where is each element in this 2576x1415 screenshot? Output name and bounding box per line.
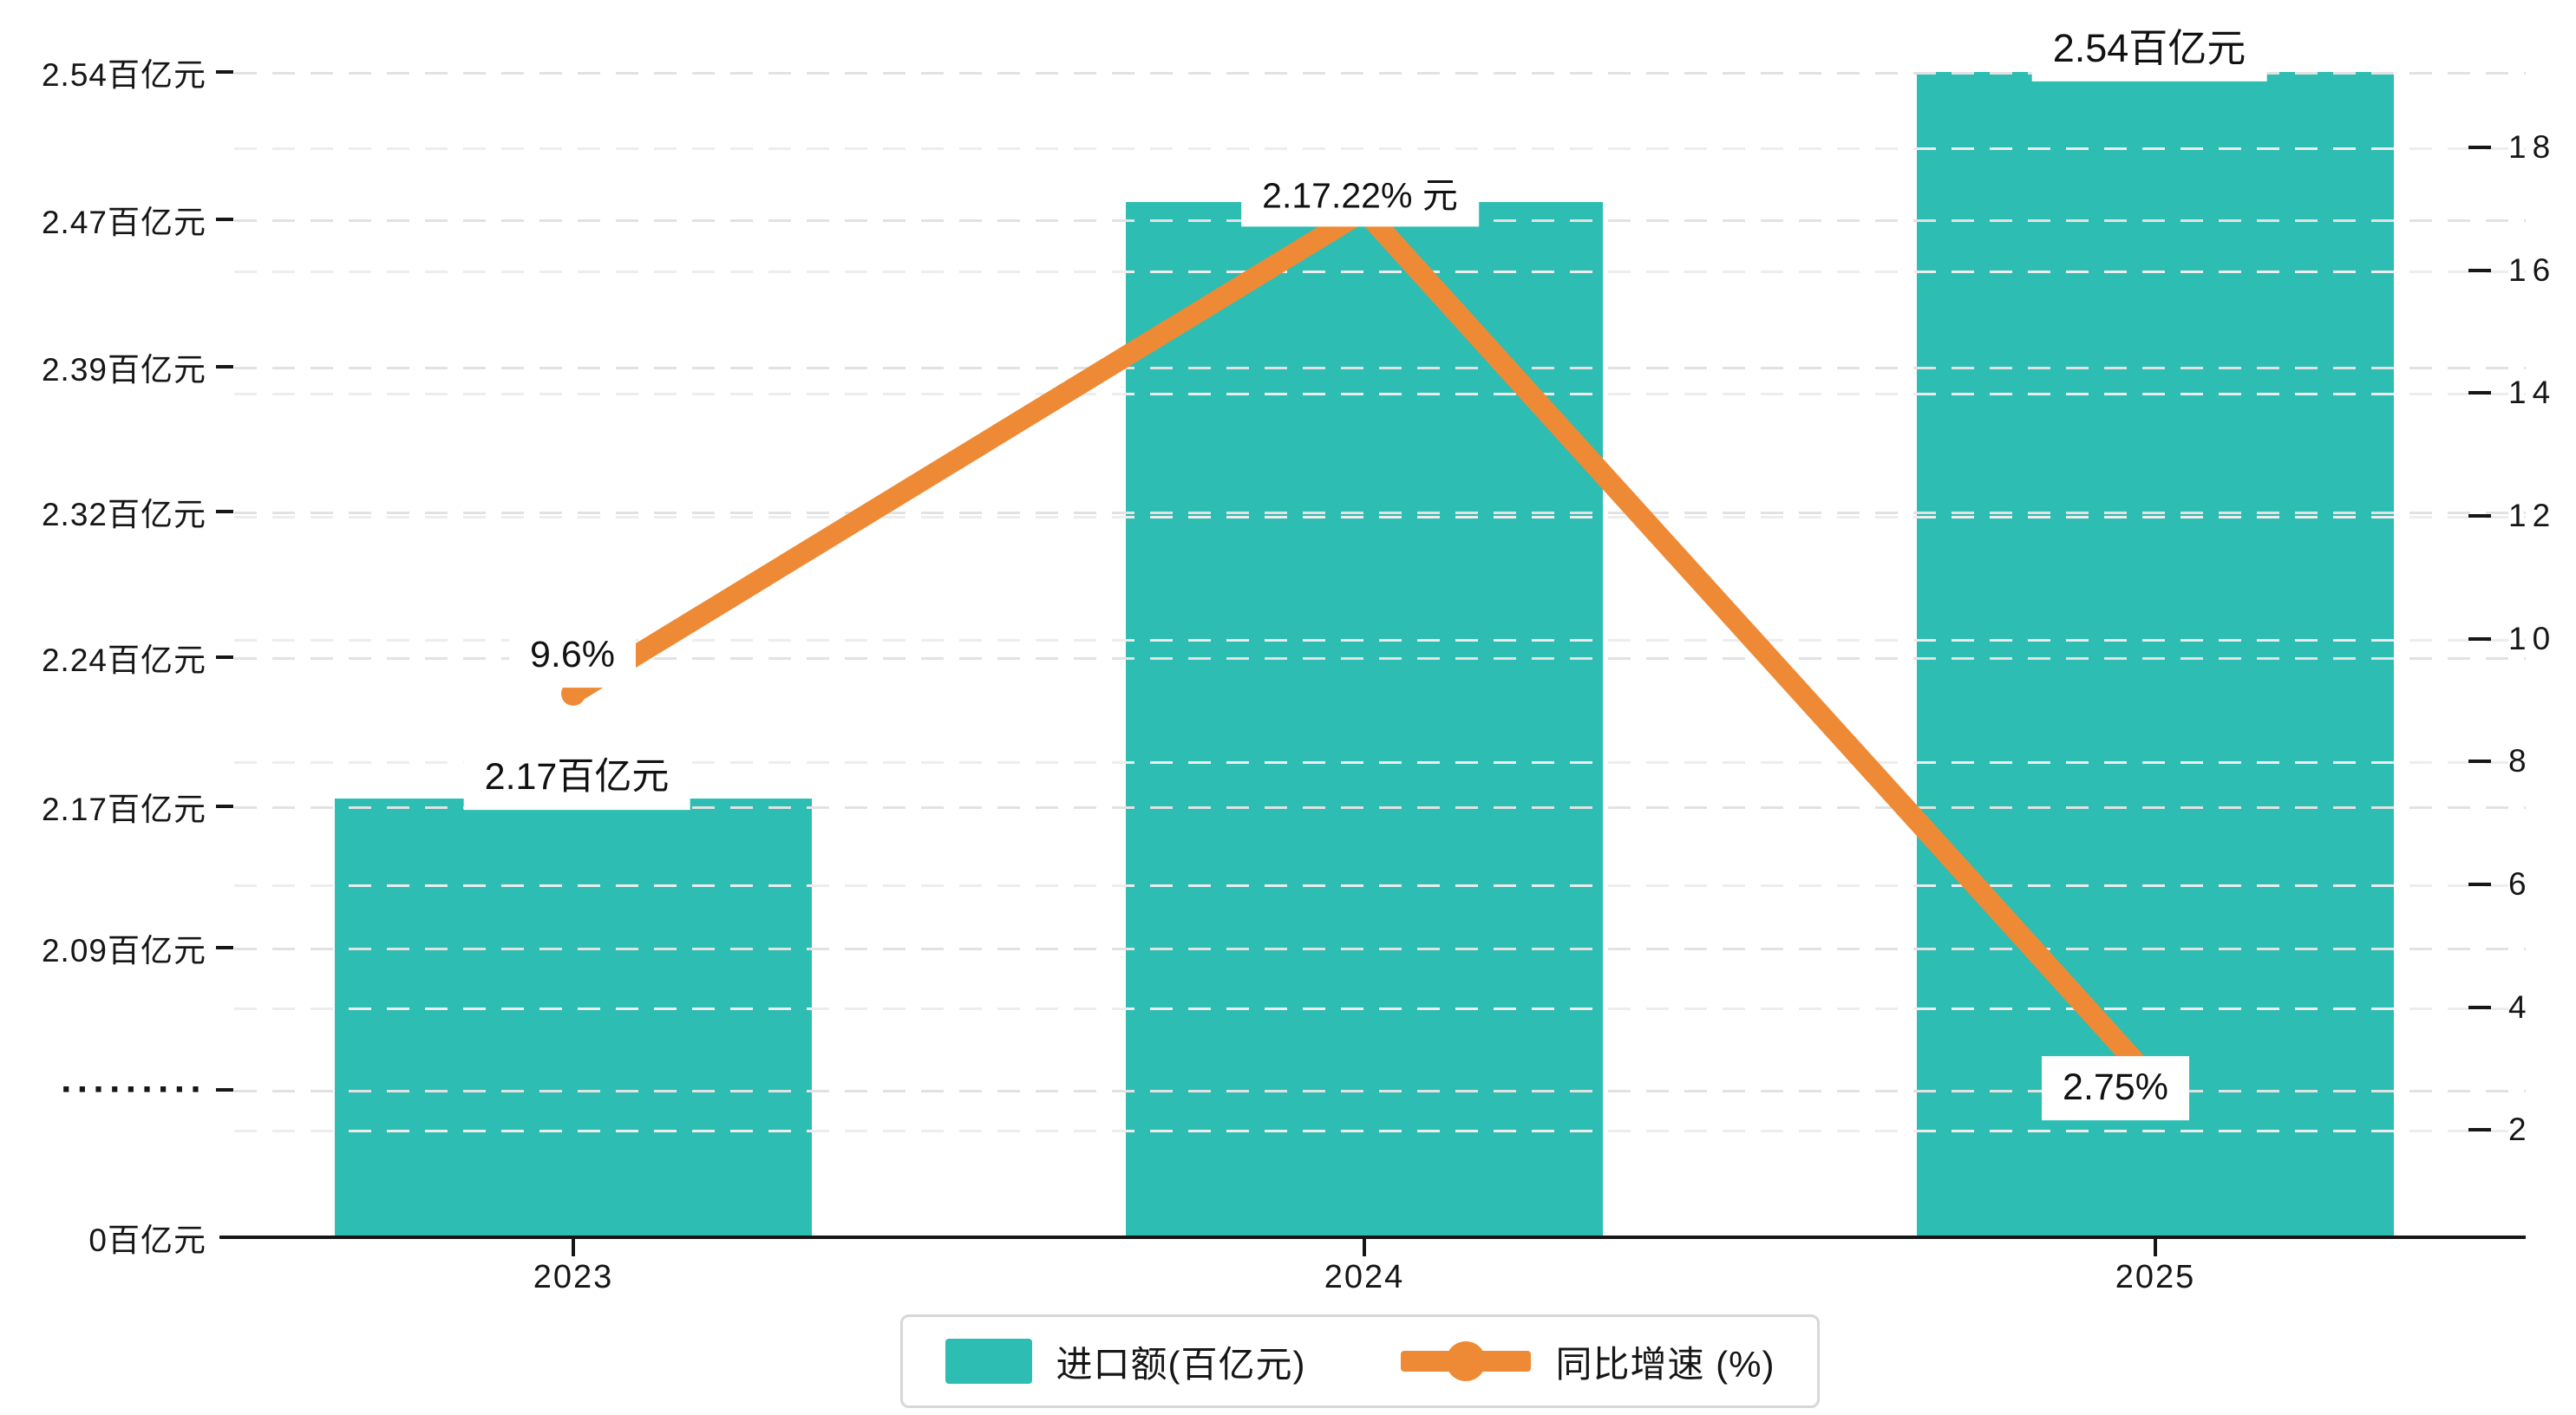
bar-2023[interactable] bbox=[335, 799, 812, 1236]
line-value-label-2023: 9.6% bbox=[508, 623, 637, 688]
gridline-left-axis bbox=[234, 1090, 2526, 1092]
bar-value-label-2024: 2.17.22% 元 bbox=[1241, 165, 1479, 227]
gridline-left-axis bbox=[234, 367, 2526, 369]
line-point-2023[interactable] bbox=[561, 681, 585, 706]
y-axis-left-tick bbox=[216, 1088, 233, 1092]
y-axis-right-label: 16 bbox=[2508, 252, 2557, 288]
x-axis-label-2023: 2023 bbox=[533, 1259, 614, 1295]
bar-swatch-icon bbox=[945, 1339, 1032, 1384]
gridline-right-axis bbox=[234, 761, 2526, 764]
y-axis-left-label: 2.24百亿元 bbox=[41, 642, 206, 678]
y-axis-right-label: 14 bbox=[2508, 375, 2557, 410]
legend-label-growth: 同比增速 (%) bbox=[1555, 1343, 1775, 1385]
gridline-left-axis bbox=[234, 512, 2526, 514]
gridline-left-axis bbox=[234, 948, 2526, 950]
y-axis-right-tick bbox=[2468, 269, 2491, 272]
y-axis-left-tick bbox=[216, 70, 233, 74]
x-axis-tick bbox=[572, 1239, 575, 1256]
y-axis-left-tick bbox=[216, 946, 233, 949]
legend: 进口额(百亿元) 同比增速 (%) bbox=[900, 1314, 1820, 1408]
y-axis-left-tick bbox=[216, 510, 233, 513]
x-axis-tick bbox=[1363, 1239, 1366, 1256]
y-axis-left-tick bbox=[216, 805, 233, 808]
x-axis-label-2025: 2025 bbox=[2115, 1259, 2196, 1295]
y-axis-left-label: 0百亿元 bbox=[88, 1223, 206, 1258]
x-axis-line bbox=[219, 1236, 2526, 1239]
x-axis-tick bbox=[2154, 1239, 2157, 1256]
y-axis-right-label: 4 bbox=[2508, 989, 2533, 1025]
y-axis-left-label: 2.09百亿元 bbox=[41, 933, 206, 968]
y-axis-left-tick bbox=[216, 365, 233, 368]
y-axis-right-tick bbox=[2468, 1006, 2491, 1009]
gridline-right-axis bbox=[234, 147, 2526, 150]
gridline-right-axis bbox=[234, 884, 2526, 887]
y-axis-right-label: 10 bbox=[2508, 621, 2557, 656]
y-axis-left-label: 2.54百亿元 bbox=[41, 57, 206, 93]
bar-2025[interactable] bbox=[1917, 72, 2394, 1236]
x-axis-label-2024: 2024 bbox=[1324, 1259, 1405, 1295]
gridline-left-axis bbox=[234, 72, 2526, 75]
legend-item-growth[interactable]: 同比增速 (%) bbox=[1401, 1335, 1775, 1388]
y-axis-right-label: 8 bbox=[2508, 743, 2533, 779]
gridline-right-axis bbox=[234, 1130, 2526, 1132]
gridline-left-axis bbox=[234, 657, 2526, 660]
y-axis-left-label: 2.17百亿元 bbox=[41, 792, 206, 827]
y-axis-left-tick bbox=[216, 655, 233, 659]
y-axis-right-tick bbox=[2468, 391, 2491, 395]
y-axis-right-tick bbox=[2468, 1128, 2491, 1131]
line-dot-icon bbox=[1401, 1339, 1532, 1384]
y-axis-right-tick bbox=[2468, 883, 2491, 886]
y-axis-right-tick bbox=[2468, 514, 2491, 518]
y-axis-left-tick bbox=[216, 218, 233, 221]
y-axis-right-label: 2 bbox=[2508, 1112, 2533, 1147]
gridline-right-axis bbox=[234, 1007, 2526, 1010]
gridline-right-axis bbox=[234, 516, 2526, 518]
gridline-left-axis bbox=[234, 806, 2526, 809]
y-axis-right-tick bbox=[2468, 760, 2491, 763]
y-axis-right-label: 18 bbox=[2508, 129, 2557, 165]
bar-value-label-2023: 2.17百亿元 bbox=[463, 746, 690, 810]
y-axis-right-tick bbox=[2468, 146, 2491, 149]
gridline-right-axis bbox=[234, 393, 2526, 395]
gridline-right-axis bbox=[234, 639, 2526, 642]
line-value-label-2025: 2.75% bbox=[2042, 1056, 2189, 1120]
growth-trend-line[interactable] bbox=[567, 200, 2163, 1092]
y-axis-right-tick bbox=[2468, 637, 2491, 641]
y-axis-left-label: 2.47百亿元 bbox=[41, 205, 206, 240]
y-axis-left-label: 2.39百亿元 bbox=[41, 352, 206, 388]
y-axis-right-label: 6 bbox=[2508, 866, 2533, 902]
y-axis-right-label: 12 bbox=[2508, 498, 2557, 533]
legend-label-imports: 进口额(百亿元) bbox=[1056, 1343, 1306, 1385]
y-axis-left-label: 2.32百亿元 bbox=[41, 497, 206, 532]
gridline-right-axis bbox=[234, 271, 2526, 273]
legend-item-imports[interactable]: 进口额(百亿元) bbox=[945, 1335, 1306, 1388]
bar-value-label-2025: 2.54百亿元 bbox=[2031, 15, 2267, 82]
y-axis-break-dots: ········· bbox=[61, 1068, 206, 1111]
